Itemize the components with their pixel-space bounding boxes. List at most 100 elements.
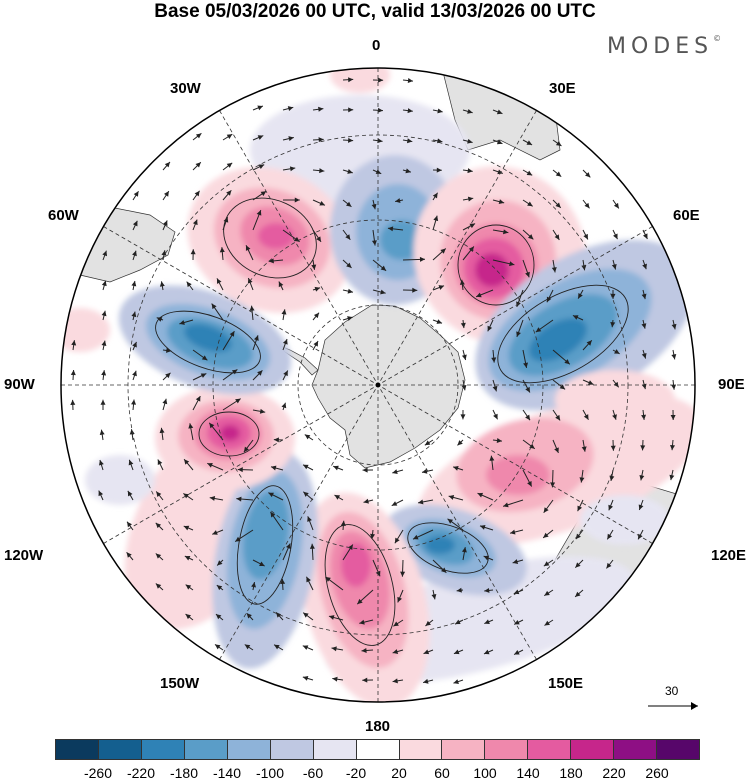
wind-vector-head bbox=[274, 644, 280, 650]
colorbar-swatch bbox=[56, 740, 98, 759]
wind-vector-head bbox=[362, 677, 368, 683]
wind-vector-head bbox=[246, 613, 252, 619]
wind-vector-head bbox=[377, 138, 383, 144]
wind-vector-head bbox=[307, 516, 312, 522]
brand-text: MODES bbox=[607, 34, 714, 59]
wind-vector-head bbox=[281, 402, 287, 409]
south-pole-marker bbox=[375, 382, 381, 388]
wind-vector-head bbox=[302, 676, 309, 681]
wind-vector-head bbox=[543, 561, 550, 567]
wind-vector-head bbox=[340, 520, 346, 526]
wind-vector-head bbox=[671, 354, 677, 360]
wind-vector-head bbox=[543, 532, 549, 538]
wind-vector-head bbox=[361, 648, 367, 654]
colorbar-tick-label: -180 bbox=[169, 765, 199, 781]
wind-vector-head bbox=[249, 305, 255, 311]
wind-vector-head bbox=[581, 446, 587, 452]
wind-vector-head bbox=[331, 646, 337, 652]
wind-vector-head bbox=[131, 280, 137, 287]
wind-vector-head bbox=[432, 192, 438, 199]
wind-vector-head bbox=[256, 210, 262, 216]
wind-vector-head bbox=[371, 203, 377, 210]
wind-vector-head bbox=[212, 530, 218, 535]
wind-vector-head bbox=[584, 202, 590, 209]
wind-vector-head bbox=[159, 427, 165, 434]
wind-vector-head bbox=[209, 422, 215, 429]
wind-vector-head bbox=[325, 576, 331, 582]
wind-vector-head bbox=[313, 340, 319, 347]
wind-vector-head bbox=[526, 170, 533, 176]
wind-vector-head bbox=[502, 229, 509, 235]
wind-vector-head bbox=[359, 619, 365, 625]
wind-vector-head bbox=[456, 587, 462, 593]
wind-vector-head bbox=[554, 234, 560, 240]
anomaly-low-70w-core bbox=[184, 323, 232, 353]
contour-4 bbox=[155, 310, 261, 374]
wind-vector-head bbox=[278, 281, 284, 288]
wind-vector-head bbox=[638, 504, 644, 510]
wind-vector-head bbox=[395, 198, 401, 204]
wind-vector-head bbox=[179, 320, 185, 325]
wind-vector-head bbox=[276, 612, 282, 618]
wind-vector-head bbox=[476, 292, 482, 298]
wind-vector-head bbox=[453, 649, 460, 655]
wind-vector-head bbox=[433, 215, 439, 222]
wind-vector-head bbox=[306, 576, 311, 583]
wind-vector-head bbox=[555, 414, 561, 421]
wind-vector-head bbox=[303, 491, 309, 497]
wind-vector-head bbox=[101, 340, 107, 347]
wind-vector-head bbox=[164, 191, 169, 197]
wind-vector-head bbox=[157, 459, 163, 466]
wind-vector-head bbox=[670, 414, 676, 421]
wind-vector-head bbox=[641, 353, 647, 359]
wind-vector-head bbox=[555, 202, 561, 208]
lon-label-90e: 90E bbox=[718, 376, 745, 393]
colorbar-swatch bbox=[97, 740, 141, 759]
wind-vector-head bbox=[155, 553, 162, 559]
wind-vector-head bbox=[613, 233, 618, 240]
colorbar-tick-label: 260 bbox=[645, 765, 669, 781]
wind-vector-head bbox=[496, 438, 502, 443]
wind-vector-head bbox=[156, 491, 162, 497]
wind-vector-head bbox=[235, 398, 241, 404]
wind-vector-head bbox=[670, 444, 676, 451]
modes-logo: MODES© bbox=[607, 34, 721, 59]
colorbar-tick-label: -260 bbox=[83, 765, 113, 781]
wind-vector-head bbox=[586, 340, 592, 346]
colorbar bbox=[55, 739, 700, 760]
wind-vector-head bbox=[289, 166, 296, 172]
wind-vector-head bbox=[412, 287, 418, 293]
colorbar-swatch bbox=[527, 740, 571, 759]
wind-vector-head bbox=[641, 323, 647, 329]
wind-vector-head bbox=[99, 460, 104, 466]
wind-vector-head bbox=[583, 414, 589, 420]
wind-vector-head bbox=[535, 327, 542, 333]
wind-vector-head bbox=[207, 462, 213, 468]
wind-vector-head bbox=[270, 511, 276, 518]
wind-vector-head bbox=[639, 474, 645, 481]
wind-vector-head bbox=[226, 134, 233, 139]
wind-vector-head bbox=[132, 250, 137, 257]
wind-vector-head bbox=[423, 678, 429, 684]
wind-vector-head bbox=[133, 191, 139, 197]
anomaly-positive-small-1 bbox=[61, 308, 110, 352]
wind-vector-head bbox=[460, 414, 466, 420]
wind-vector-head bbox=[575, 562, 581, 568]
wind-vector-head bbox=[543, 507, 549, 513]
wind-vector-head bbox=[431, 593, 437, 600]
wind-vector-head bbox=[371, 240, 377, 246]
wind-vector-head bbox=[391, 501, 398, 506]
colorbar-tick-label: -220 bbox=[126, 765, 156, 781]
wind-vector-head bbox=[467, 196, 474, 202]
colorbar-tick-label: 100 bbox=[473, 765, 497, 781]
wind-vector-head bbox=[513, 589, 520, 595]
contour-1 bbox=[223, 197, 317, 279]
wind-vector-head bbox=[447, 518, 454, 524]
wind-vector-head bbox=[257, 370, 263, 376]
wind-vector-head bbox=[394, 537, 400, 544]
lon-label-90w: 90W bbox=[4, 376, 35, 393]
wind-vector-head bbox=[184, 459, 190, 465]
wind-vector-head bbox=[425, 620, 431, 626]
colorbar-tick-label: -60 bbox=[302, 765, 324, 781]
wind-vector-head bbox=[102, 250, 108, 257]
